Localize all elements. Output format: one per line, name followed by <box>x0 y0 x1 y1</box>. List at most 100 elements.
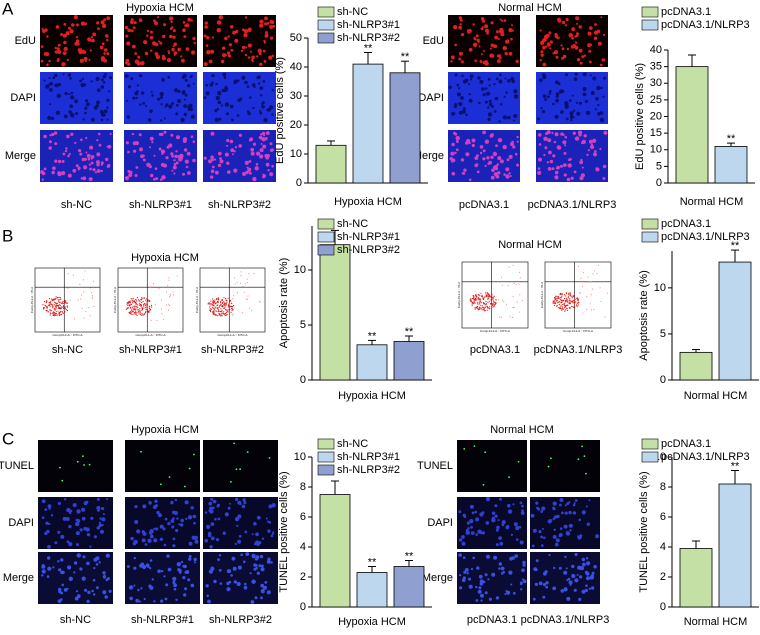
cell-dot <box>43 79 46 82</box>
cell-dot <box>128 170 133 175</box>
cell-dot <box>490 155 494 159</box>
cell-dot <box>60 33 64 36</box>
event-dot <box>55 312 57 314</box>
event-dot <box>141 296 143 298</box>
cell-dot <box>135 598 140 603</box>
cell-dot <box>531 544 535 548</box>
cell-dot <box>473 445 476 447</box>
cell-dot <box>156 510 160 515</box>
cell-dot <box>251 83 256 87</box>
cell-dot <box>217 558 220 561</box>
cell-dot <box>271 503 276 508</box>
cell-dot <box>561 20 566 25</box>
cell-dot <box>149 529 154 534</box>
cell-dot <box>86 561 90 566</box>
cell-dot <box>271 164 274 168</box>
cell-dot <box>562 140 567 145</box>
cell-dot <box>540 510 544 513</box>
cell-dot <box>206 36 210 40</box>
event-dot <box>564 309 567 311</box>
event-dot <box>600 301 602 303</box>
event-dot <box>587 276 589 278</box>
cell-dot <box>482 93 486 97</box>
cell-dot <box>153 538 158 543</box>
cell-dot <box>271 532 275 535</box>
cell-dot <box>244 160 249 165</box>
image-bg <box>125 440 200 492</box>
event-dot <box>479 301 481 303</box>
cell-dot <box>229 502 231 505</box>
cell-dot <box>175 598 178 601</box>
event-dot <box>158 287 160 289</box>
event-dot <box>567 297 569 299</box>
cell-dot <box>236 581 241 587</box>
cell-dot <box>458 57 462 61</box>
cell-dot <box>539 29 542 32</box>
cell-dot <box>106 498 109 501</box>
cell-dot <box>223 86 229 92</box>
event-dot <box>67 287 69 289</box>
cell-dot <box>510 142 514 147</box>
cell-dot <box>66 58 69 62</box>
plot-frame <box>461 261 529 329</box>
event-dot <box>477 297 480 299</box>
cell-dot <box>547 519 552 524</box>
event-dot <box>560 297 562 299</box>
event-dot <box>130 312 132 314</box>
y-tick-label: 8 <box>660 481 666 493</box>
event-dot <box>248 273 250 275</box>
cell-dot <box>104 595 108 599</box>
y-tick-label: 0 <box>300 601 306 613</box>
event-dot <box>58 304 61 306</box>
legend-label: pcDNA3.1/NLRP3 <box>661 451 750 463</box>
event-dot <box>60 306 62 308</box>
cell-dot <box>592 76 597 81</box>
cell-dot <box>475 34 479 38</box>
event-dot <box>477 301 479 303</box>
cell-dot <box>539 59 542 62</box>
micrograph <box>203 72 276 124</box>
cell-dot <box>475 163 479 166</box>
event-dot <box>58 306 61 309</box>
panel-letter: B <box>2 226 13 245</box>
cell-dot <box>566 103 569 107</box>
y-tick-label: 8 <box>300 481 306 493</box>
event-dot <box>560 306 562 308</box>
cell-dot <box>486 91 491 96</box>
cell-dot <box>557 36 560 39</box>
event-dot <box>515 284 517 285</box>
error-bar <box>401 60 409 73</box>
event-dot <box>574 299 576 301</box>
cell-dot <box>231 118 234 122</box>
cell-dot <box>559 164 563 168</box>
event-dot <box>563 303 565 305</box>
cell-dot <box>184 500 189 505</box>
cell-dot <box>268 521 272 524</box>
cell-dot <box>480 599 483 602</box>
cell-dot <box>482 149 486 153</box>
cell-dot <box>177 89 181 93</box>
cell-dot <box>251 55 255 60</box>
cell-dot <box>57 49 62 55</box>
significance: ** <box>368 556 377 568</box>
cell-dot <box>584 588 588 593</box>
image-bg <box>448 130 520 182</box>
cell-dot <box>184 571 188 574</box>
cell-dot <box>461 578 466 582</box>
event-dot <box>67 306 69 308</box>
cell-dot <box>160 149 166 154</box>
cell-dot <box>209 545 213 549</box>
cell-dot <box>100 20 105 25</box>
cell-dot <box>173 172 176 175</box>
cell-dot <box>491 516 495 520</box>
cell-dot <box>599 63 603 67</box>
legend-label: sh-NLRP3#2 <box>337 244 400 256</box>
micrograph <box>40 15 113 67</box>
cell-dot <box>567 163 572 168</box>
cell-dot <box>106 38 109 42</box>
cell-dot <box>532 597 536 601</box>
cell-dot <box>103 109 108 114</box>
event-dot <box>127 302 129 304</box>
cell-dot <box>542 94 547 98</box>
event-dot <box>43 301 46 303</box>
